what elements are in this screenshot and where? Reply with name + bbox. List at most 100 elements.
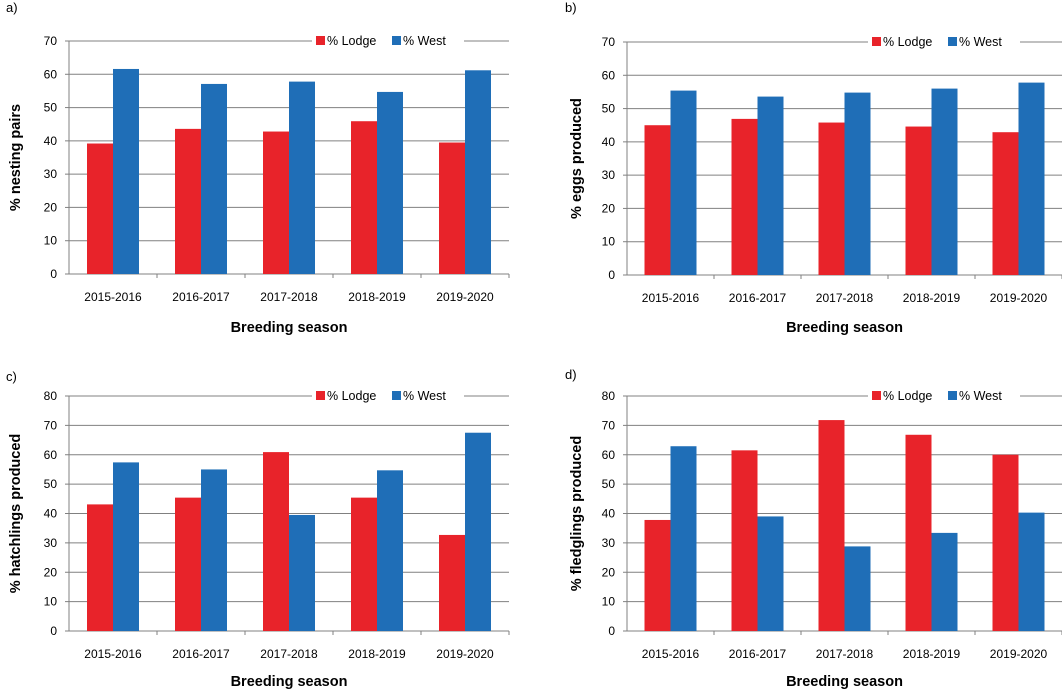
y-tick-label: 60	[602, 448, 616, 462]
bar-west-2017-2018	[844, 546, 871, 631]
y-tick-label: 30	[602, 168, 616, 182]
legend-background	[312, 33, 464, 50]
y-tick-label: 40	[44, 134, 58, 148]
bar-lodge-2017-2018	[263, 131, 289, 274]
bar-lodge-2016-2017	[175, 128, 201, 274]
bar-lodge-2018-2019	[905, 434, 932, 631]
bar-lodge-2016-2017	[731, 118, 758, 275]
legend-swatch-west	[948, 391, 957, 400]
legend-swatch-west	[948, 37, 957, 46]
y-tick-label: 70	[44, 34, 58, 48]
bar-west-2017-2018	[844, 92, 871, 275]
x-tick-label: 2016-2017	[729, 291, 787, 305]
legend-swatch-lodge	[872, 37, 881, 46]
bar-lodge-2019-2020	[992, 132, 1019, 275]
legend-label-lodge: % Lodge	[883, 389, 932, 403]
x-tick-label: 2018-2019	[903, 291, 961, 305]
bar-lodge-2018-2019	[905, 126, 932, 275]
y-axis-title: % hatchlings produced	[8, 434, 24, 594]
bar-west-2018-2019	[377, 91, 403, 274]
y-tick-label: 30	[44, 167, 58, 181]
x-tick-label: 2015-2016	[642, 647, 700, 661]
y-tick-label: 10	[44, 234, 58, 248]
legend-swatch-west	[392, 391, 401, 400]
bar-west-2015-2016	[670, 446, 697, 631]
y-tick-label: 0	[50, 624, 57, 638]
bar-lodge-2018-2019	[351, 121, 377, 275]
legend: % Lodge % West	[868, 388, 1020, 405]
y-axis-title: % fledglings produced	[569, 436, 585, 591]
legend-label-west: % West	[403, 389, 446, 403]
bar-west-2016-2017	[201, 83, 227, 274]
y-tick-label: 0	[608, 268, 615, 282]
legend-label-west: % West	[403, 34, 446, 48]
legend-label-lodge: % Lodge	[327, 34, 376, 48]
bar-lodge-2019-2020	[439, 142, 465, 274]
x-tick-label: 2019-2020	[436, 647, 494, 661]
y-tick-label: 60	[602, 68, 616, 82]
y-tick-label: 20	[602, 201, 616, 215]
bar-west-2018-2019	[931, 532, 958, 631]
x-tick-label: 2015-2016	[84, 647, 142, 661]
x-axis-title: Breeding season	[786, 674, 903, 690]
legend-swatch-lodge	[316, 391, 325, 400]
bar-lodge-2017-2018	[818, 122, 845, 276]
y-axis-title: % eggs produced	[569, 98, 585, 219]
legend: % Lodge % West	[868, 34, 1020, 51]
y-tick-label: 40	[44, 507, 58, 521]
chart-panel-c: c) 0 10 20 30 40 50 60 70 80 2015-2016 2016-2017 201…	[6, 369, 510, 690]
x-axis-title: Breeding season	[231, 674, 348, 690]
bar-lodge-2015-2016	[644, 125, 671, 275]
y-tick-label: 80	[44, 389, 58, 403]
bar-west-2015-2016	[113, 68, 139, 275]
bar-lodge-2019-2020	[439, 534, 465, 631]
x-axis-title: Breeding season	[786, 320, 903, 336]
bar-west-2018-2019	[377, 470, 403, 631]
y-tick-label: 0	[608, 624, 615, 638]
y-tick-label: 30	[44, 536, 58, 550]
x-tick-label: 2017-2018	[816, 647, 874, 661]
legend-swatch-lodge	[316, 36, 325, 45]
bar-west-2015-2016	[113, 462, 139, 631]
y-tick-label: 50	[44, 101, 58, 115]
legend-label-lodge: % Lodge	[883, 35, 932, 49]
x-tick-label: 2015-2016	[84, 290, 142, 304]
legend-swatch-lodge	[872, 391, 881, 400]
x-tick-label: 2019-2020	[990, 647, 1048, 661]
y-tick-label: 50	[602, 102, 616, 116]
y-tick-label: 70	[602, 418, 616, 432]
legend-background	[868, 388, 1020, 405]
legend-label-west: % West	[959, 35, 1002, 49]
y-tick-label: 20	[44, 200, 58, 214]
bar-lodge-2016-2017	[175, 497, 201, 631]
bar-west-2016-2017	[201, 469, 227, 631]
legend-label-west: % West	[959, 389, 1002, 403]
bar-west-2019-2020	[465, 70, 491, 274]
x-tick-label: 2017-2018	[260, 290, 318, 304]
x-tick-label: 2018-2019	[348, 290, 406, 304]
y-tick-label: 10	[602, 595, 616, 609]
bar-lodge-2016-2017	[731, 450, 758, 631]
bar-west-2016-2017	[757, 96, 784, 276]
bar-lodge-2015-2016	[87, 143, 113, 274]
bar-west-2015-2016	[670, 90, 697, 276]
x-tick-label: 2018-2019	[348, 647, 406, 661]
x-tick-label: 2018-2019	[903, 647, 961, 661]
bar-lodge-2018-2019	[351, 497, 377, 631]
legend-label-lodge: % Lodge	[327, 389, 376, 403]
panel-label: d)	[565, 367, 577, 382]
x-tick-label: 2019-2020	[436, 290, 494, 304]
y-tick-label: 70	[44, 418, 58, 432]
y-tick-label: 0	[50, 267, 57, 281]
y-tick-label: 10	[44, 595, 58, 609]
y-tick-label: 20	[602, 565, 616, 579]
legend-background	[312, 388, 464, 405]
y-tick-label: 10	[602, 235, 616, 249]
legend-background	[868, 34, 1020, 51]
x-tick-label: 2019-2020	[990, 291, 1048, 305]
y-tick-label: 30	[602, 536, 616, 550]
y-tick-label: 40	[602, 507, 616, 521]
y-tick-label: 80	[602, 389, 616, 403]
x-tick-label: 2016-2017	[172, 290, 230, 304]
